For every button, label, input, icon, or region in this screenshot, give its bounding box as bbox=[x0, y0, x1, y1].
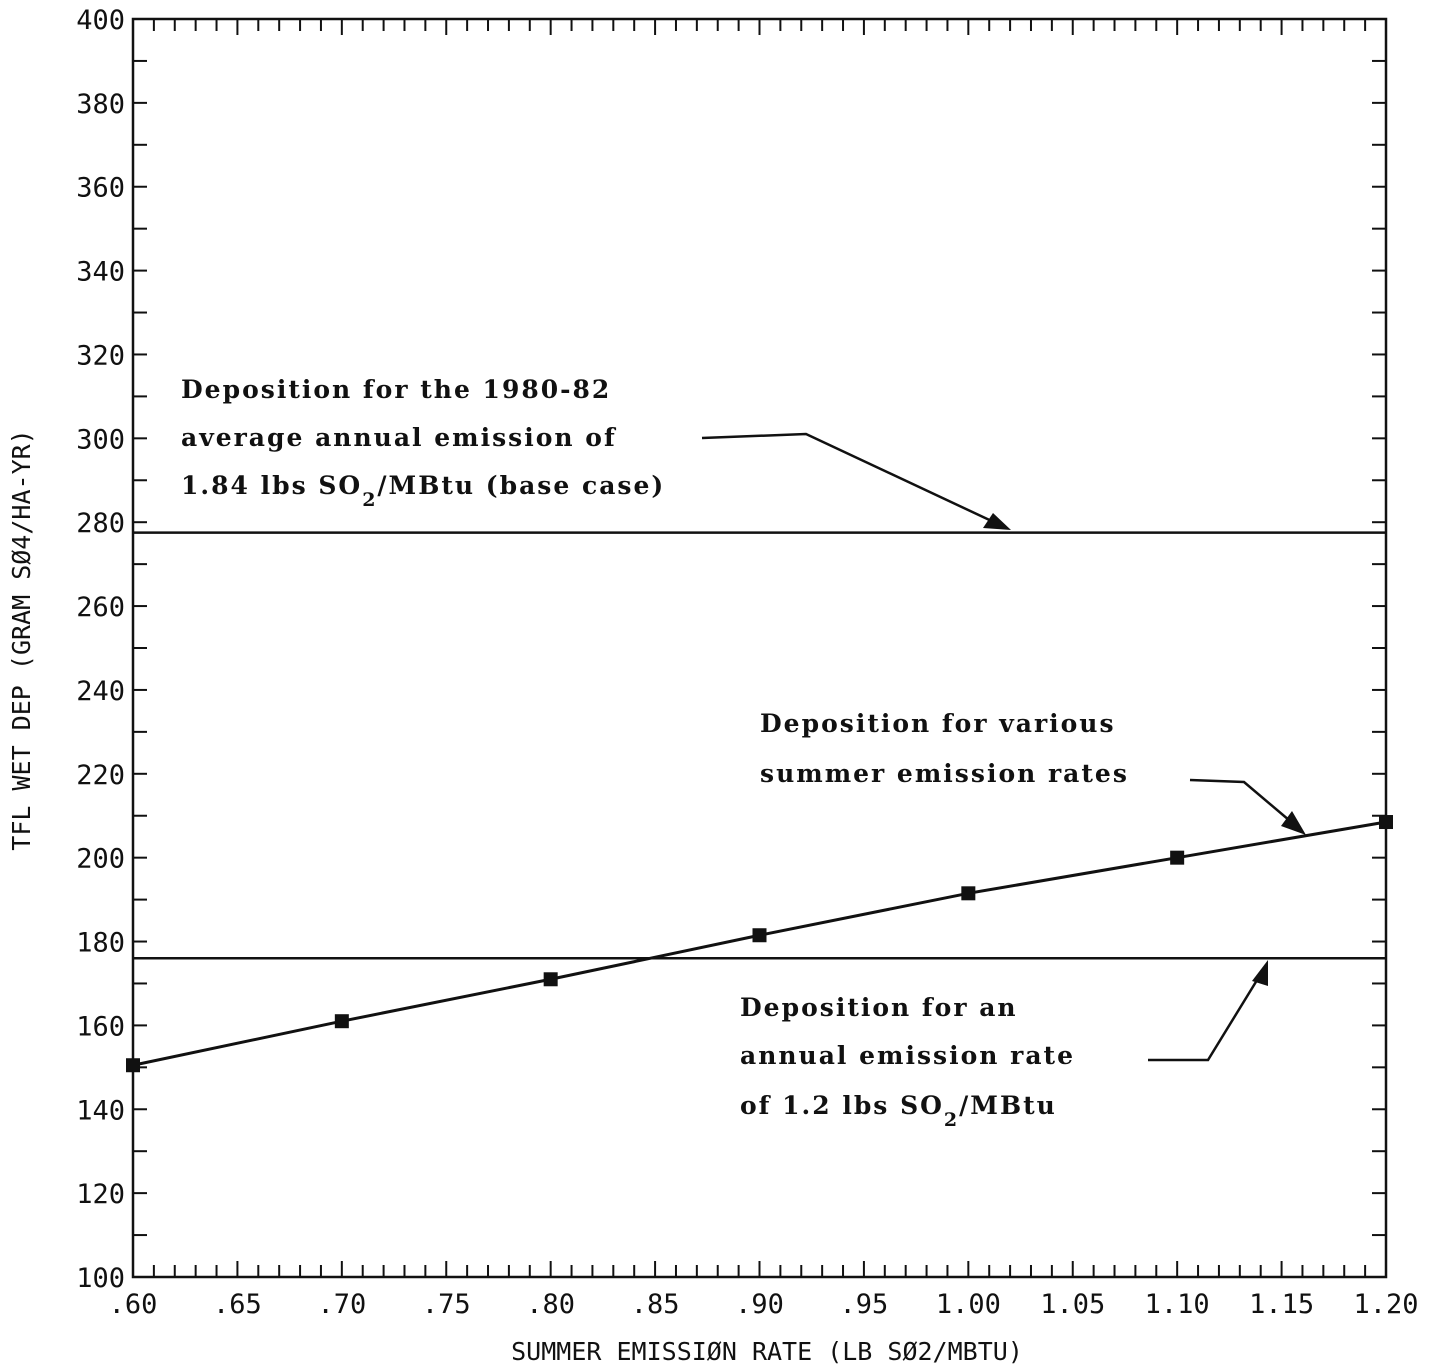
annotation-various-leader bbox=[1189, 778, 1297, 827]
plot-frame bbox=[131, 17, 1388, 1279]
x-tick-label: 1.05 bbox=[1040, 1289, 1105, 1320]
annotation-base-line3: 1.84 lbs SO2/MBtu (base case) bbox=[181, 471, 665, 511]
y-tick-label: 400 bbox=[76, 5, 125, 36]
x-tick-label: .70 bbox=[317, 1289, 366, 1320]
y-tick-label: 280 bbox=[76, 508, 125, 539]
y-tick-label: 240 bbox=[76, 676, 125, 707]
x-tick-label: 1.00 bbox=[936, 1289, 1001, 1320]
x-tick-label: 1.15 bbox=[1249, 1289, 1314, 1320]
tick-labels: .60 .65 .70 .75 .80 .85 .90 .95 1.00 1.05 1.10 1.15… bbox=[76, 5, 1418, 1320]
y-tick-label: 300 bbox=[76, 424, 125, 455]
y-tick-label: 160 bbox=[76, 1011, 125, 1042]
x-axis-label: SUMMER EMISSIØN RATE (LB SØ2/MBTU) bbox=[511, 1337, 1023, 1366]
y-tick-label: 120 bbox=[76, 1179, 125, 1210]
data-point bbox=[334, 1014, 349, 1029]
data-point bbox=[1170, 850, 1185, 865]
y-tick-label: 340 bbox=[76, 257, 125, 288]
x-tick-label: 1.20 bbox=[1353, 1289, 1418, 1320]
x-tick-label: .80 bbox=[526, 1289, 575, 1320]
y-tick-label: 260 bbox=[76, 592, 125, 623]
data-point bbox=[543, 972, 558, 987]
x-tick-label: .75 bbox=[422, 1289, 471, 1320]
y-tick-label: 220 bbox=[76, 760, 125, 791]
annotation-base-leader bbox=[701, 432, 999, 526]
annotation-annual-leader bbox=[1148, 971, 1264, 1062]
annotation-various-line1: Deposition for various bbox=[760, 709, 1116, 738]
x-tick-label: 1.10 bbox=[1145, 1289, 1210, 1320]
x-tick-label: .90 bbox=[735, 1289, 784, 1320]
annotation-various-arrowhead bbox=[1281, 811, 1306, 835]
annotation-various: Deposition for various summer emission r… bbox=[760, 709, 1306, 835]
reference-lines bbox=[133, 531, 1386, 960]
y-axis-label: TFL WET DEP (GRAM SØ4/HA-YR) bbox=[7, 429, 36, 850]
series-layer bbox=[126, 815, 1393, 1073]
annotation-base-line1: Deposition for the 1980-82 bbox=[181, 375, 611, 404]
annotation-annual-line1: Deposition for an bbox=[740, 993, 1018, 1022]
y-tick-label: 140 bbox=[76, 1095, 125, 1126]
ticks-layer bbox=[132, 18, 1387, 1278]
annotation-annual: Deposition for an annual emission rate o… bbox=[740, 960, 1268, 1131]
annotation-base-line2: average annual emission of bbox=[181, 423, 617, 452]
annotation-various-line2: summer emission rates bbox=[760, 759, 1129, 788]
x-tick-label: .65 bbox=[213, 1289, 262, 1320]
annotation-annual-arrowhead bbox=[1252, 960, 1268, 986]
x-tick-label: .95 bbox=[840, 1289, 889, 1320]
y-tick-label: 100 bbox=[76, 1263, 125, 1294]
y-tick-label: 320 bbox=[76, 340, 125, 371]
series-line bbox=[132, 820, 1387, 1067]
x-tick-label: .60 bbox=[109, 1289, 158, 1320]
y-tick-label: 360 bbox=[76, 173, 125, 204]
annotation-base-arrowhead bbox=[983, 513, 1011, 530]
data-point bbox=[126, 1058, 140, 1073]
data-point bbox=[961, 886, 976, 901]
y-tick-label: 200 bbox=[76, 844, 125, 875]
annotation-base-case: Deposition for the 1980-82 average annua… bbox=[181, 375, 1011, 530]
y-tick-label: 380 bbox=[76, 89, 125, 120]
annotation-annual-line2: annual emission rate bbox=[740, 1041, 1075, 1070]
annotation-annual-line3: of 1.2 lbs SO2/MBtu bbox=[740, 1091, 1057, 1131]
y-tick-label: 180 bbox=[76, 928, 125, 959]
data-point bbox=[752, 928, 767, 943]
x-tick-label: .85 bbox=[631, 1289, 680, 1320]
data-point bbox=[1379, 815, 1393, 830]
